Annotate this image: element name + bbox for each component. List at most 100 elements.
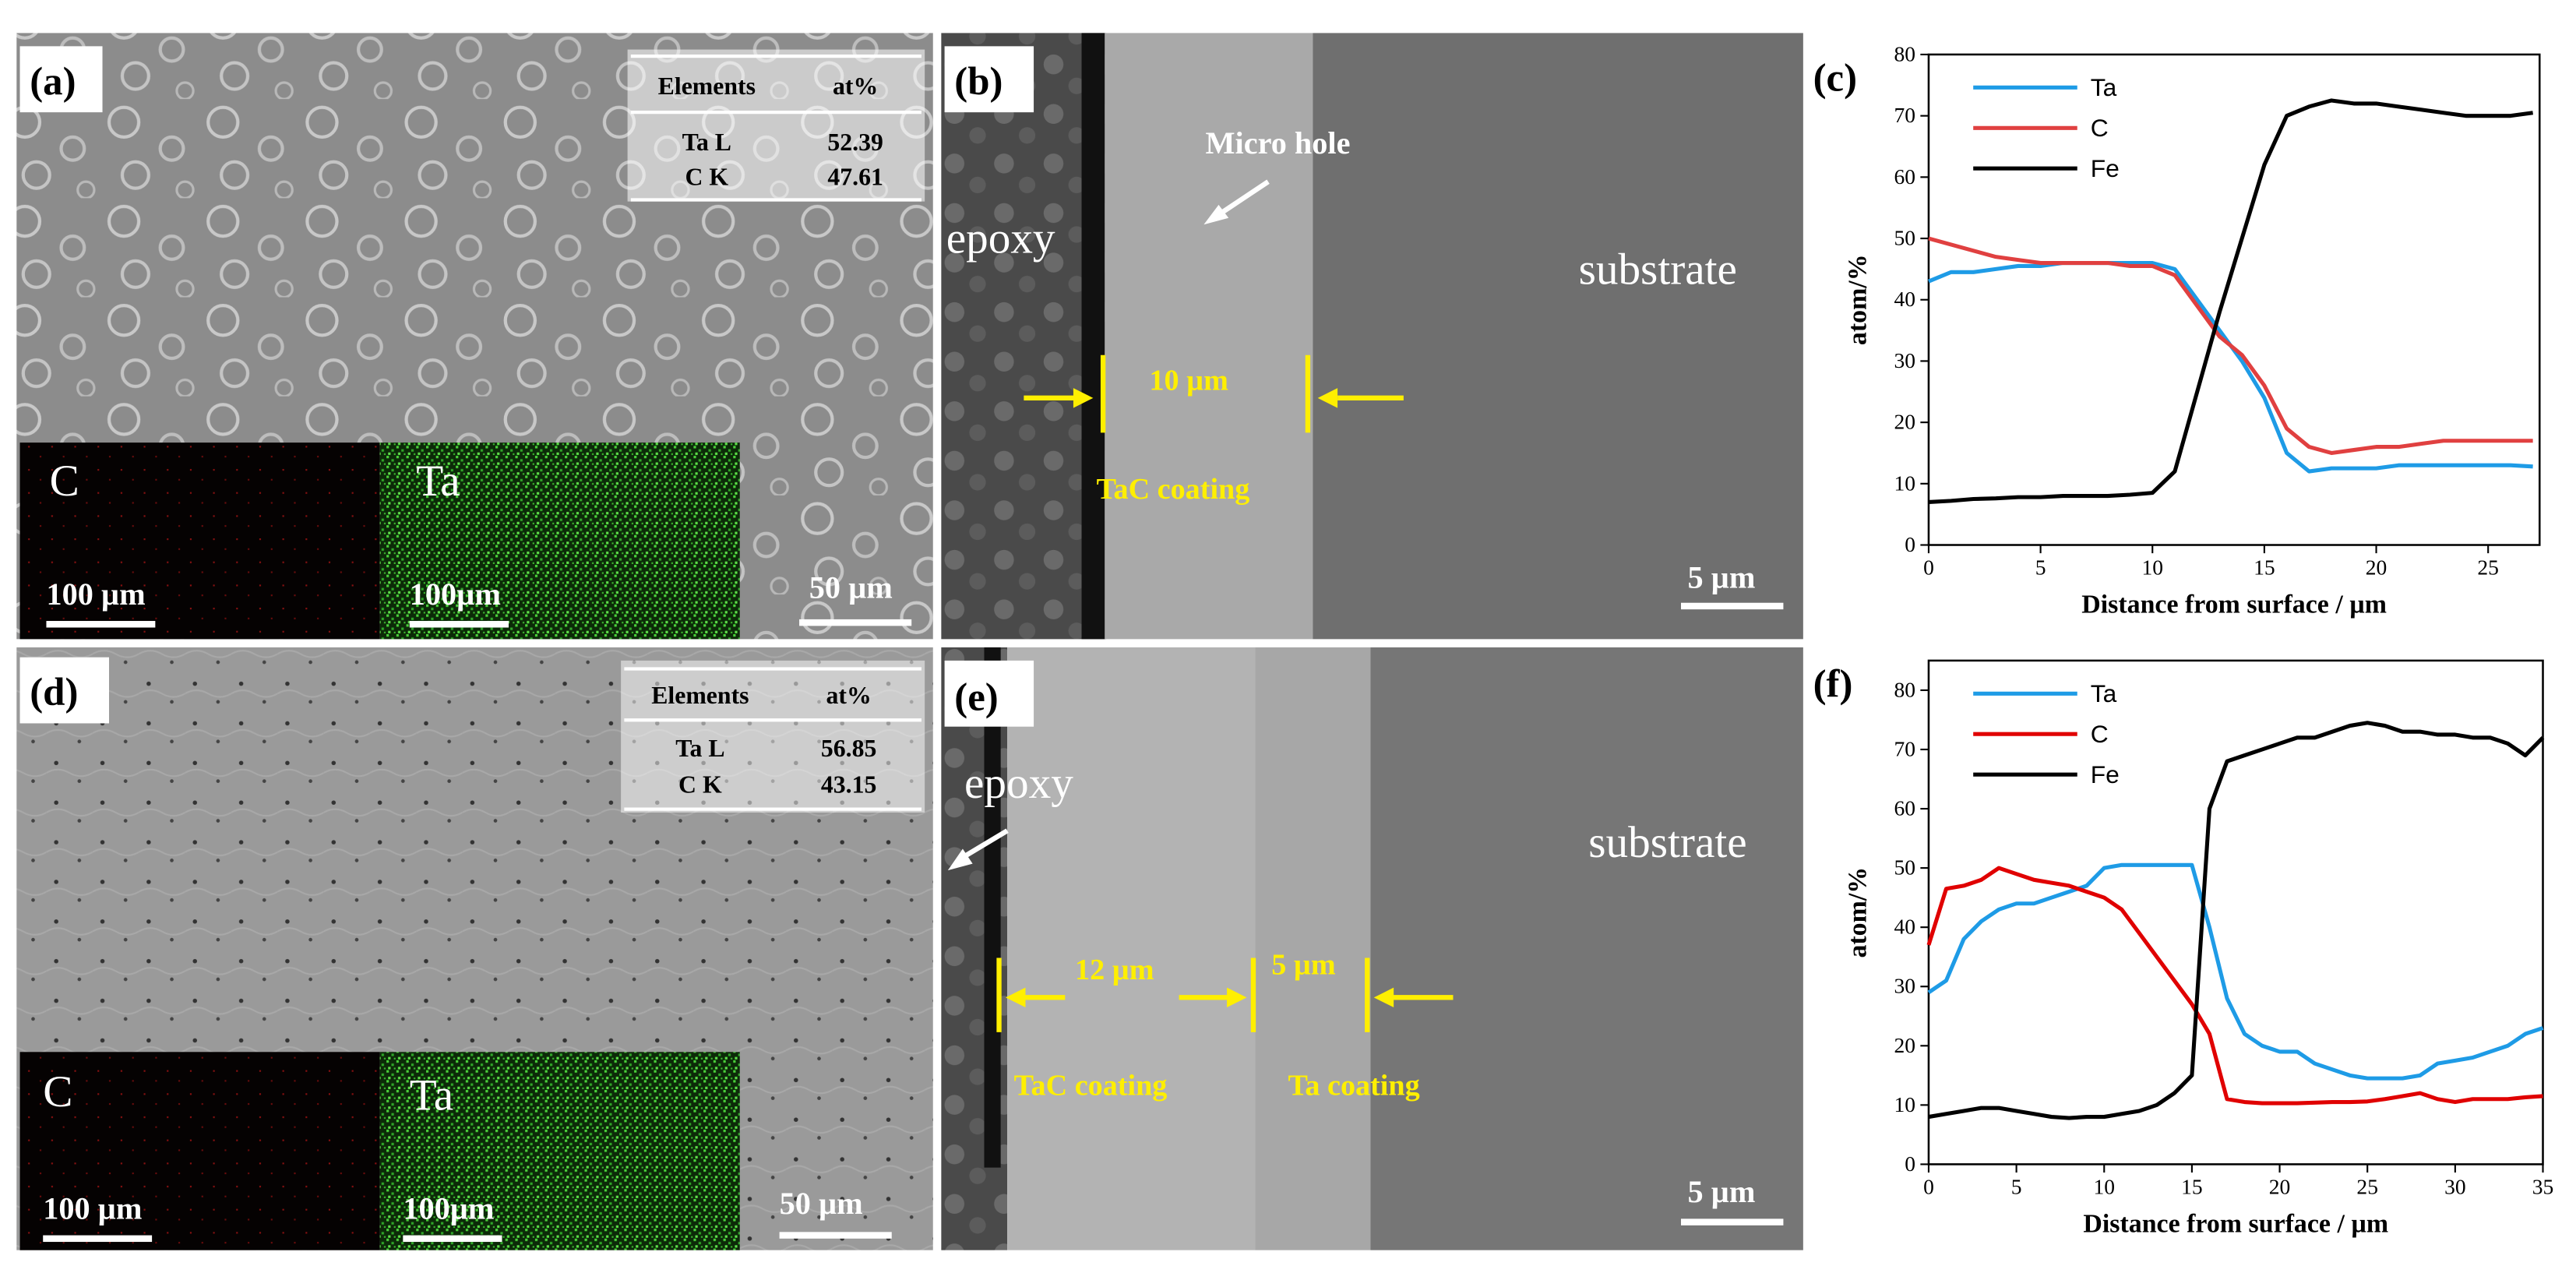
epoxy-region [941,33,1107,640]
table-cell: 52.39 [827,129,883,156]
table-header: at% [826,682,872,709]
x-tick-label: 5 [2011,1175,2022,1199]
x-tick-label: 15 [2181,1175,2203,1199]
x-axis-label: Distance from surface / µm [2083,1209,2388,1238]
x-tick-label: 20 [2366,555,2387,580]
c-map [19,1052,380,1250]
y-axis-label: atom/% [1843,254,1872,345]
x-tick-label: 0 [1923,555,1934,580]
y-tick-label: 70 [1894,736,1915,760]
scale-bar-label: 5 µm [1687,1174,1755,1209]
y-tick-label: 50 [1894,226,1915,250]
table-cell: C K [678,771,722,798]
legend-label: C [2091,720,2109,748]
ta-map [379,1052,740,1250]
x-tick-label: 20 [2269,1175,2291,1199]
table-bg [627,49,925,202]
map-element: Ta [416,457,460,506]
y-tick-label: 50 [1894,855,1915,880]
y-tick-label: 20 [1894,1033,1915,1057]
y-tick-label: 0 [1905,1151,1915,1176]
annotation: Ta coating [1288,1069,1420,1102]
data-line [1926,866,2543,1106]
scale-bar-label: 100µm [403,1190,494,1225]
y-tick-label: 20 [1894,410,1915,434]
data-line [1928,98,2533,504]
coating-region [1105,33,1313,640]
scale-bar-label: 50 µm [780,1186,863,1221]
y-tick-label: 60 [1894,164,1915,189]
panel-label: (a) [30,60,76,104]
panel-label: (c) [1813,57,1857,101]
region-label: substrate [1588,818,1746,867]
y-tick-label: 40 [1894,915,1915,939]
x-tick-label: 30 [2444,1175,2466,1199]
table-bg [621,660,925,813]
substrate-region [1370,647,1803,1250]
scale-bar-label: 100 µm [46,577,145,612]
x-tick-label: 10 [2141,555,2163,580]
annotation: 12 µm [1075,954,1154,986]
annotation: 5 µm [1271,949,1336,982]
y-tick-label: 80 [1894,41,1915,65]
y-tick-label: 30 [1894,974,1915,998]
scale-bar-label: 5 µm [1687,560,1755,595]
table-cell: 43.15 [821,771,877,798]
table-cell: 47.61 [827,163,883,190]
data-line [1928,721,2545,1120]
map-element: Ta [410,1070,453,1120]
data-line [1928,236,2533,456]
region-label: substrate [1579,245,1737,294]
x-axis-label: Distance from surface / µm [2081,590,2387,619]
region-label: epoxy [964,759,1073,808]
region-label: epoxy [946,213,1055,263]
annotation: TaC coating [1097,473,1250,506]
y-tick-label: 60 [1894,796,1915,820]
legend-label: Ta [2091,73,2117,101]
y-tick-label: 40 [1894,287,1915,311]
table-header: at% [833,72,878,100]
y-tick-label: 10 [1894,471,1915,495]
ta-map [379,443,740,640]
table-cell: Ta L [675,735,724,762]
panel-label: (b) [954,60,1003,104]
annotation: TaC coating [1014,1069,1168,1102]
x-tick-label: 15 [2254,555,2275,580]
panel-label: (e) [954,675,998,719]
legend-label: Fe [2091,760,2120,788]
table-cell: 56.85 [821,735,877,762]
x-tick-label: 25 [2477,555,2499,580]
scale-bar-label: 100µm [410,577,501,612]
panel-d: Elements at% Ta L 56.85 C K 43.15 C Ta 1… [16,647,933,1250]
y-axis-label: atom/% [1843,867,1872,958]
annotation: Micro hole [1206,125,1351,160]
table-header: Elements [651,682,749,709]
x-tick-label: 5 [2035,555,2046,580]
x-tick-label: 10 [2093,1175,2115,1199]
legend-label: Ta [2091,679,2117,707]
scale-bar-label: 100 µm [43,1190,142,1225]
table-header: Elements [658,72,756,100]
ta-region [1255,647,1371,1250]
panel-label: (d) [30,671,78,714]
table-cell: C K [685,163,729,190]
legend-label: C [2091,114,2109,142]
y-tick-label: 10 [1894,1092,1915,1116]
substrate-region [1313,33,1803,640]
legend-label: Fe [2091,154,2120,182]
plot-frame [1927,659,2544,1165]
y-tick-label: 70 [1894,103,1915,127]
panel-e: epoxy substrate 12 µm 5 µm TaC coating T… [941,647,1803,1250]
data-line [1927,862,2544,1081]
y-tick-label: 80 [1894,677,1915,701]
x-tick-label: 0 [1923,1175,1934,1199]
scale-bar-label: 50 µm [809,570,893,605]
annotation: 10 µm [1149,364,1228,397]
map-element: C [43,1067,72,1116]
x-tick-label: 25 [2356,1175,2378,1199]
table-cell: Ta L [682,129,731,156]
tac-region [1007,647,1256,1250]
y-tick-label: 0 [1905,532,1915,556]
